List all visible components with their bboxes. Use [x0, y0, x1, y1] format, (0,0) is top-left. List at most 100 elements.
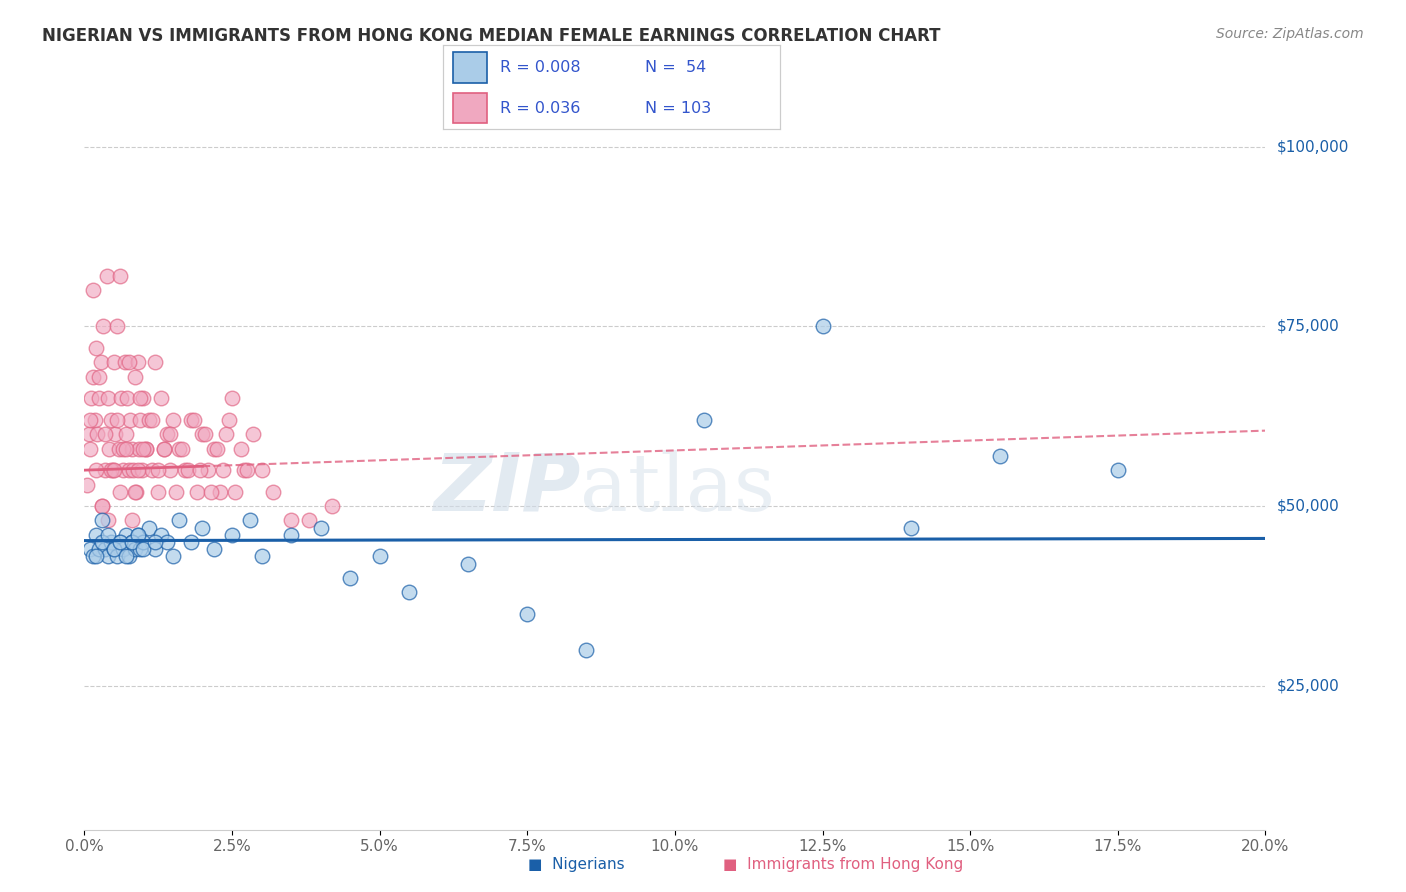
Point [191, 427, 214, 442]
Point [188, 463, 211, 477]
Point [183, 413, 205, 427]
Point [82, 369, 104, 384]
Point [167, 442, 190, 456]
Text: R = 0.036: R = 0.036 [501, 101, 581, 116]
Point [221, 528, 243, 542]
Point [153, 442, 176, 456]
Point [1107, 463, 1129, 477]
Point [118, 355, 141, 369]
Point [77, 427, 100, 442]
Point [105, 549, 128, 564]
Text: ■  Nigerians: ■ Nigerians [529, 857, 624, 872]
Point [108, 535, 131, 549]
Point [128, 442, 150, 456]
Point [121, 442, 143, 456]
Point [115, 392, 138, 406]
Point [129, 392, 152, 406]
Point [101, 463, 124, 477]
Point [209, 484, 232, 499]
Point [165, 484, 187, 499]
Point [125, 484, 148, 499]
Point [98, 442, 121, 456]
Point [148, 484, 170, 499]
Point [132, 392, 155, 406]
Point [114, 427, 136, 442]
Point [97, 392, 120, 406]
Point [132, 442, 155, 456]
Point [221, 392, 243, 406]
Point [124, 542, 146, 557]
Point [135, 442, 157, 456]
Point [132, 542, 155, 557]
Point [100, 463, 122, 477]
Point [91, 535, 114, 549]
Point [191, 521, 214, 535]
Point [84, 528, 107, 542]
Point [82, 549, 104, 564]
Point [177, 463, 200, 477]
Point [79, 442, 101, 456]
Point [111, 442, 134, 456]
Point [200, 484, 222, 499]
Point [135, 442, 157, 456]
Point [215, 427, 238, 442]
Point [398, 585, 420, 599]
Point [988, 449, 1011, 463]
Bar [453, 93, 486, 123]
Point [170, 442, 193, 456]
Point [108, 535, 131, 549]
Point [96, 269, 118, 284]
Point [94, 542, 117, 557]
Point [218, 413, 240, 427]
Point [114, 355, 136, 369]
Point [108, 269, 131, 284]
Point [309, 521, 332, 535]
Point [120, 413, 142, 427]
Point [127, 355, 149, 369]
Point [91, 513, 114, 527]
Point [212, 463, 235, 477]
Point [103, 355, 125, 369]
Text: $25,000: $25,000 [1277, 678, 1340, 693]
Point [100, 413, 122, 427]
Point [118, 463, 141, 477]
Point [91, 499, 114, 513]
Point [575, 643, 598, 657]
Point [103, 542, 125, 557]
Text: N = 103: N = 103 [645, 101, 711, 116]
Point [150, 528, 173, 542]
Point [127, 528, 149, 542]
Point [103, 463, 125, 477]
Point [280, 513, 302, 527]
Text: ZIP: ZIP [433, 450, 581, 528]
Point [298, 513, 321, 527]
Point [107, 442, 129, 456]
Point [197, 463, 219, 477]
Point [127, 463, 149, 477]
Point [457, 557, 479, 571]
Point [129, 413, 152, 427]
Point [339, 571, 361, 585]
Point [148, 463, 170, 477]
Point [250, 463, 273, 477]
Point [207, 442, 229, 456]
Point [280, 528, 302, 542]
Point [141, 413, 163, 427]
Point [87, 369, 111, 384]
Point [104, 427, 127, 442]
Point [108, 484, 131, 499]
Point [127, 528, 149, 542]
Point [114, 528, 136, 542]
Point [180, 413, 202, 427]
Point [811, 319, 834, 334]
Point [103, 542, 125, 557]
Point [118, 549, 141, 564]
Point [105, 413, 128, 427]
Point [114, 442, 136, 456]
Text: atlas: atlas [581, 450, 776, 528]
Point [173, 463, 195, 477]
Point [94, 463, 117, 477]
Point [321, 499, 343, 513]
Point [87, 542, 111, 557]
Point [84, 549, 107, 564]
